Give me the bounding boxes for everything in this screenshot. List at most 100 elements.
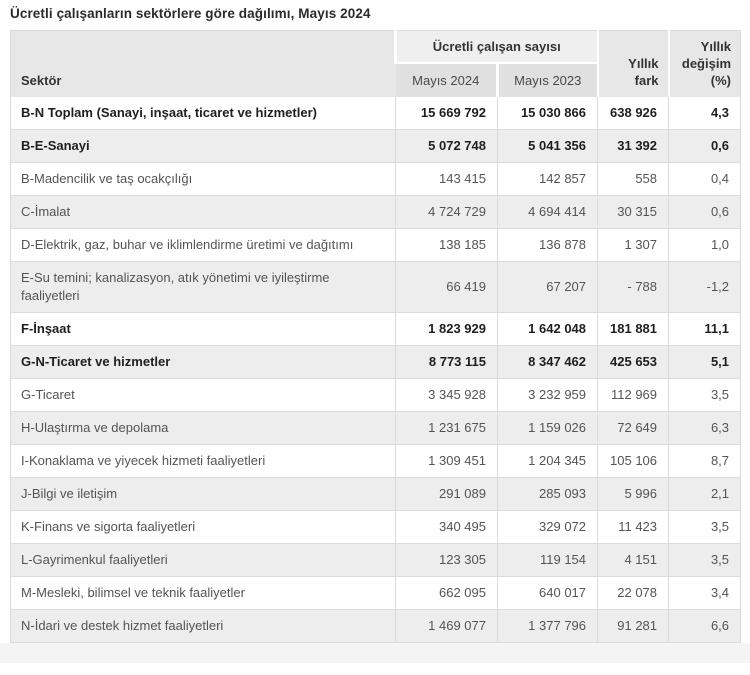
yillik-degisim-cell: 8,7 [668, 444, 741, 478]
mayis-2024-cell: 1 309 451 [395, 444, 498, 478]
yillik-degisim-cell: 11,1 [668, 312, 741, 346]
header-row-top: Sektör Ücretli çalışan sayısı Yıllık far… [10, 30, 741, 97]
mayis-2024-cell: 3 345 928 [395, 378, 498, 412]
column-header-mayis-2023: Mayıs 2023 [495, 63, 598, 97]
yillik-fark-cell: - 788 [597, 261, 669, 313]
yillik-fark-cell: 91 281 [597, 609, 669, 643]
sector-cell: B-Madencilik ve taş ocakçılığı [10, 162, 396, 196]
table-header: Sektör Ücretli çalışan sayısı Yıllık far… [10, 30, 741, 97]
mayis-2023-cell: 640 017 [496, 576, 598, 610]
table-row: J-Bilgi ve iletişim 291 089 285 093 5 99… [10, 477, 741, 511]
yillik-degisim-cell: 5,1 [668, 345, 741, 379]
sector-cell: F-İnşaat [10, 312, 396, 346]
table-row: K-Finans ve sigorta faaliyetleri 340 495… [10, 510, 741, 544]
table-row: L-Gayrimenkul faaliyetleri 123 305 119 1… [10, 543, 741, 577]
yillik-degisim-cell: 6,6 [668, 609, 741, 643]
yillik-degisim-cell: 3,5 [668, 543, 741, 577]
yillik-fark-cell: 181 881 [597, 312, 669, 346]
table-row: M-Mesleki, bilimsel ve teknik faaliyetle… [10, 576, 741, 610]
yillik-degisim-cell: 0,6 [668, 129, 741, 163]
mayis-2023-cell: 136 878 [496, 228, 598, 262]
sector-cell: N-İdari ve destek hizmet faaliyetleri [10, 609, 396, 643]
yillik-fark-cell: 5 996 [597, 477, 669, 511]
mayis-2024-cell: 1 231 675 [395, 411, 498, 445]
mayis-2023-cell: 1 204 345 [496, 444, 598, 478]
table-row: G-Ticaret 3 345 928 3 232 959 112 969 3,… [10, 378, 741, 412]
table-row: N-İdari ve destek hizmet faaliyetleri 1 … [10, 609, 741, 643]
yillik-degisim-cell: 3,5 [668, 510, 741, 544]
table-row: E-Su temini; kanalizasyon, atık yönetimi… [10, 261, 741, 313]
column-header-yillik-fark: Yıllık fark [596, 30, 669, 97]
yillik-degisim-cell: 3,4 [668, 576, 741, 610]
sector-cell: G-Ticaret [10, 378, 396, 412]
sector-cell: M-Mesleki, bilimsel ve teknik faaliyetle… [10, 576, 396, 610]
yillik-degisim-cell: -1,2 [668, 261, 741, 313]
mayis-2023-cell: 5 041 356 [496, 129, 598, 163]
page-background-strip [0, 643, 750, 663]
header-row-sub: Mayıs 2024 Mayıs 2023 [11, 63, 741, 97]
mayis-2023-cell: 15 030 866 [496, 97, 598, 130]
table-row: I-Konaklama ve yiyecek hizmeti faaliyetl… [10, 444, 741, 478]
yillik-degisim-cell: 4,3 [668, 97, 741, 130]
table-row: B-Madencilik ve taş ocakçılığı 143 415 1… [10, 162, 741, 196]
mayis-2024-cell: 8 773 115 [395, 345, 498, 379]
yillik-degisim-cell: 3,5 [668, 378, 741, 412]
mayis-2023-cell: 1 159 026 [496, 411, 598, 445]
mayis-2023-cell: 3 232 959 [496, 378, 598, 412]
sector-cell: B-N Toplam (Sanayi, inşaat, ticaret ve h… [10, 97, 396, 130]
sector-cell: K-Finans ve sigorta faaliyetleri [10, 510, 396, 544]
mayis-2023-cell: 329 072 [496, 510, 598, 544]
mayis-2024-cell: 123 305 [395, 543, 498, 577]
mayis-2023-cell: 8 347 462 [496, 345, 598, 379]
column-header-yillik-degisim: Yıllık değişim (%) [667, 30, 741, 97]
table-row: D-Elektrik, gaz, buhar ve iklimlendirme … [10, 228, 741, 262]
yillik-fark-cell: 638 926 [597, 97, 669, 130]
yillik-fark-cell: 72 649 [597, 411, 669, 445]
yillik-fark-cell: 112 969 [597, 378, 669, 412]
mayis-2023-cell: 285 093 [496, 477, 598, 511]
yillik-fark-cell: 11 423 [597, 510, 669, 544]
sector-table: Sektör Ücretli çalışan sayısı Yıllık far… [10, 30, 742, 643]
mayis-2024-cell: 5 072 748 [395, 129, 498, 163]
sector-cell: L-Gayrimenkul faaliyetleri [10, 543, 396, 577]
yillik-fark-cell: 22 078 [597, 576, 669, 610]
column-header-mayis-2024: Mayıs 2024 [395, 63, 498, 97]
mayis-2024-cell: 1 823 929 [395, 312, 498, 346]
mayis-2023-cell: 142 857 [496, 162, 598, 196]
sector-cell: D-Elektrik, gaz, buhar ve iklimlendirme … [10, 228, 396, 262]
sector-cell: H-Ulaştırma ve depolama [10, 411, 396, 445]
mayis-2024-cell: 66 419 [395, 261, 498, 313]
mayis-2024-cell: 662 095 [395, 576, 498, 610]
sector-cell: J-Bilgi ve iletişim [10, 477, 396, 511]
yillik-fark-cell: 105 106 [597, 444, 669, 478]
mayis-2024-cell: 1 469 077 [395, 609, 498, 643]
sector-cell: E-Su temini; kanalizasyon, atık yönetimi… [10, 261, 396, 313]
mayis-2024-cell: 291 089 [395, 477, 498, 511]
sector-cell: G-N-Ticaret ve hizmetler [10, 345, 396, 379]
page: Ücretli çalışanların sektörlere göre dağ… [10, 6, 742, 643]
mayis-2024-cell: 15 669 792 [395, 97, 498, 130]
yillik-fark-cell: 30 315 [597, 195, 669, 229]
mayis-2024-cell: 340 495 [395, 510, 498, 544]
mayis-2024-cell: 4 724 729 [395, 195, 498, 229]
yillik-degisim-cell: 0,6 [668, 195, 741, 229]
yillik-degisim-cell: 2,1 [668, 477, 741, 511]
mayis-2024-cell: 143 415 [395, 162, 498, 196]
table-row: B-N Toplam (Sanayi, inşaat, ticaret ve h… [10, 97, 741, 130]
yillik-fark-cell: 1 307 [597, 228, 669, 262]
table-row: F-İnşaat 1 823 929 1 642 048 181 881 11,… [10, 312, 741, 346]
yillik-fark-cell: 31 392 [597, 129, 669, 163]
mayis-2023-cell: 67 207 [496, 261, 598, 313]
column-group-header-ucretli-calisan-sayisi: Ücretli çalışan sayısı [393, 30, 598, 64]
yillik-degisim-cell: 0,4 [668, 162, 741, 196]
table-row: B-E-Sanayi 5 072 748 5 041 356 31 392 0,… [10, 129, 741, 163]
mayis-2023-cell: 1 642 048 [496, 312, 598, 346]
page-title: Ücretli çalışanların sektörlere göre dağ… [10, 6, 371, 21]
column-header-sektor: Sektör [10, 30, 396, 97]
mayis-2023-cell: 4 694 414 [496, 195, 598, 229]
sector-cell: B-E-Sanayi [10, 129, 396, 163]
table-row: H-Ulaştırma ve depolama 1 231 675 1 159 … [10, 411, 741, 445]
yillik-degisim-cell: 6,3 [668, 411, 741, 445]
yillik-degisim-cell: 1,0 [668, 228, 741, 262]
mayis-2024-cell: 138 185 [395, 228, 498, 262]
